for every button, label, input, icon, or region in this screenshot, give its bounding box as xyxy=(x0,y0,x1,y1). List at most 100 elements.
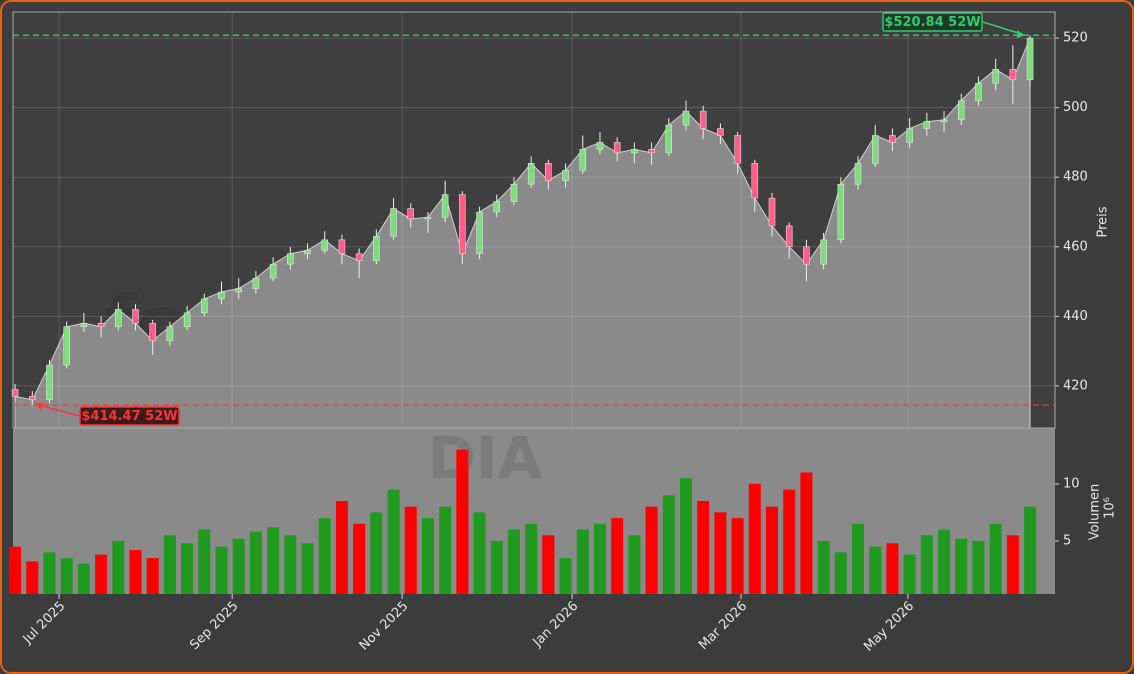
candle-body xyxy=(613,142,621,154)
volume-bar xyxy=(353,523,366,594)
candle-body xyxy=(304,250,311,254)
candle-body xyxy=(510,183,518,202)
volume-bar xyxy=(215,546,228,594)
candle-body xyxy=(287,253,294,265)
volume-bar xyxy=(1024,506,1037,594)
volume-bar xyxy=(95,554,108,594)
volume-bar xyxy=(852,523,865,594)
candle-body xyxy=(596,142,604,150)
candle-body xyxy=(132,309,139,324)
y-axis-label: Volumen xyxy=(1088,484,1103,541)
y-tick-label: 520 xyxy=(1063,31,1088,46)
candle-body xyxy=(183,312,191,328)
volume-bar xyxy=(783,489,796,594)
volume-bar xyxy=(1006,535,1019,594)
volume-bar xyxy=(9,546,22,594)
candle-body xyxy=(476,211,483,254)
volume-bar xyxy=(146,558,159,594)
volume-bar xyxy=(714,512,727,594)
annotation-arrowhead xyxy=(1017,30,1025,39)
volume-bar xyxy=(404,506,417,594)
volume-bar xyxy=(869,546,882,594)
volume-bar xyxy=(645,506,658,594)
annotation-label: $414.47 52W xyxy=(81,409,177,424)
candle-body xyxy=(699,110,707,129)
candle-body xyxy=(803,246,810,265)
volume-bar xyxy=(766,506,779,594)
volume-bar xyxy=(473,512,486,594)
volume-bar xyxy=(43,552,56,594)
candle-body xyxy=(29,396,36,401)
y-tick-label: 10 xyxy=(1063,476,1080,491)
candle-body xyxy=(149,323,156,341)
y-tick-label: 480 xyxy=(1063,170,1088,185)
candle-body xyxy=(269,263,277,279)
volume-bar xyxy=(421,518,434,594)
volume-bar xyxy=(387,489,400,594)
y-tick-label: 500 xyxy=(1063,100,1088,115)
candle-body xyxy=(906,128,913,143)
candle-body xyxy=(837,183,845,241)
volume-bar xyxy=(181,543,194,594)
volume-bar xyxy=(972,540,985,594)
axis-multiplier: 10⁶ xyxy=(1103,497,1118,519)
candle-body xyxy=(459,194,466,254)
candle-body xyxy=(235,288,242,293)
candle-body xyxy=(11,389,19,397)
candle-body xyxy=(407,208,414,220)
y-axis-label: Preis xyxy=(1096,206,1111,237)
volume-bar xyxy=(542,535,555,594)
candle-body xyxy=(201,298,208,314)
volume-bar xyxy=(163,535,176,594)
volume-bar xyxy=(318,518,331,594)
volume-bar xyxy=(920,535,933,594)
candle-body xyxy=(975,83,982,101)
volume-bar xyxy=(731,518,744,594)
candle-body xyxy=(562,170,569,181)
volume-bar xyxy=(490,540,503,594)
volume-bar xyxy=(817,540,830,594)
volume-bar xyxy=(525,523,538,594)
candle-body xyxy=(355,253,363,261)
candle-body xyxy=(717,128,724,136)
watermark: DIA xyxy=(428,424,543,492)
volume-bar xyxy=(370,512,383,594)
volume-bar xyxy=(267,527,280,594)
candle-body xyxy=(940,119,948,122)
candle-body xyxy=(1009,69,1017,81)
volume-bar xyxy=(886,543,899,594)
y-tick-label: 460 xyxy=(1063,239,1088,254)
volume-bar xyxy=(249,531,262,594)
volume-bar xyxy=(697,501,710,594)
candle-body xyxy=(957,100,965,121)
volume-bar xyxy=(198,529,211,594)
volume-bar xyxy=(60,558,73,594)
candle-body xyxy=(252,277,260,289)
candle-body xyxy=(992,69,999,84)
candle-body xyxy=(665,124,673,154)
y-tick-label: 440 xyxy=(1063,309,1088,324)
candle-body xyxy=(46,364,53,401)
volume-bar xyxy=(559,558,572,594)
volume-bar xyxy=(938,529,951,594)
volume-bar xyxy=(679,478,692,594)
volume-bar xyxy=(507,529,520,594)
volume-bar xyxy=(593,523,606,594)
volume-bar xyxy=(903,554,916,594)
volume-bar xyxy=(662,495,675,594)
candle-body xyxy=(80,323,88,328)
volume-bar xyxy=(576,529,589,594)
volume-bar xyxy=(129,550,142,594)
candle-body xyxy=(871,135,879,164)
volume-bar xyxy=(628,535,641,594)
volume-bar xyxy=(77,563,90,594)
annotation-label: $520.84 52W xyxy=(884,15,980,30)
annotation-box xyxy=(79,406,180,426)
volume-bar xyxy=(989,523,1002,594)
volume-bar xyxy=(26,561,39,594)
candle-body xyxy=(923,121,931,129)
candle-body xyxy=(631,149,638,154)
volume-bar xyxy=(748,483,761,594)
volume-bar xyxy=(439,506,452,594)
volume-bar xyxy=(611,518,624,594)
